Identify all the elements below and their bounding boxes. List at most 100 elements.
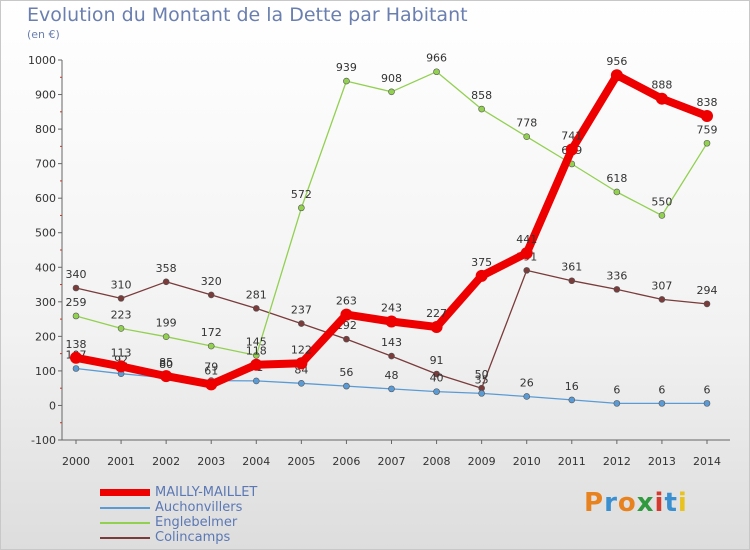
- data-point-auchonvillers: [658, 400, 666, 407]
- data-point-colincamps: [117, 295, 125, 302]
- data-point-auchonvillers: [343, 382, 350, 390]
- data-point-auchonvillers: [252, 377, 260, 385]
- x-tick-label: 2011: [558, 455, 586, 468]
- data-label-mailly-maillet: 888: [651, 79, 672, 92]
- data-point-auchonvillers: [613, 400, 621, 407]
- data-point-auchonvillers: [433, 388, 440, 395]
- data-label-mailly-maillet: 85: [159, 356, 173, 369]
- logo-letter: x: [636, 488, 655, 518]
- y-tick-label: 600: [35, 192, 56, 205]
- data-label-englebelmer: 199: [156, 317, 177, 330]
- data-point-englebelmer: [703, 139, 711, 147]
- data-label-mailly-maillet: 243: [381, 302, 402, 315]
- legend-label: Colincamps: [155, 530, 231, 545]
- data-point-mailly-maillet: [160, 370, 173, 383]
- data-label-englebelmer: 759: [697, 123, 718, 136]
- data-label-colincamps: 237: [291, 304, 312, 317]
- data-point-auchonvillers: [298, 380, 305, 387]
- data-point-colincamps: [343, 335, 350, 343]
- x-tick-label: 2012: [603, 455, 631, 468]
- x-tick-label: 2006: [332, 455, 360, 468]
- data-point-mailly-maillet: [520, 247, 533, 260]
- legend-label: Englebelmer: [155, 515, 238, 530]
- data-point-colincamps: [72, 284, 80, 292]
- logo-letter: o: [617, 488, 637, 518]
- data-point-colincamps: [162, 278, 170, 286]
- data-label-englebelmer: 172: [201, 326, 222, 339]
- data-point-colincamps: [523, 267, 531, 274]
- legend-swatch-colincamps: [100, 537, 150, 539]
- data-point-auchonvillers: [703, 400, 711, 407]
- data-label-auchonvillers: 35: [475, 373, 489, 386]
- x-tick-label: 2013: [648, 455, 676, 468]
- data-label-mailly-maillet: 138: [66, 338, 87, 351]
- data-label-colincamps: 361: [561, 261, 582, 274]
- data-point-englebelmer: [207, 342, 215, 350]
- data-label-englebelmer: 572: [291, 188, 312, 201]
- data-point-mailly-maillet: [565, 143, 578, 156]
- data-point-colincamps: [703, 300, 711, 308]
- y-tick-label: 300: [35, 296, 56, 309]
- x-tick-label: 2009: [468, 455, 496, 468]
- data-label-colincamps: 50: [475, 368, 489, 381]
- data-point-englebelmer: [252, 352, 260, 359]
- data-point-englebelmer: [388, 88, 395, 96]
- data-label-mailly-maillet: 61: [204, 364, 218, 377]
- data-point-mailly-maillet: [115, 360, 128, 373]
- y-tick-label: 800: [35, 123, 56, 136]
- legend-swatch-mailly-maillet: [100, 489, 150, 496]
- data-point-mailly-maillet: [655, 92, 668, 105]
- legend-swatch-auchonvillers: [100, 507, 150, 509]
- data-point-mailly-maillet: [701, 109, 713, 122]
- data-label-colincamps: 281: [246, 288, 267, 301]
- data-label-colincamps: 336: [606, 269, 627, 282]
- data-point-colincamps: [568, 277, 576, 285]
- data-label-colincamps: 310: [111, 278, 132, 291]
- data-point-englebelmer: [117, 325, 125, 332]
- data-point-mailly-maillet: [475, 269, 488, 282]
- data-point-mailly-maillet: [430, 321, 443, 334]
- data-label-auchonvillers: 26: [520, 376, 534, 389]
- data-label-auchonvillers: 79: [204, 361, 218, 374]
- data-point-mailly-maillet: [385, 315, 398, 328]
- data-point-colincamps: [388, 352, 395, 360]
- data-label-auchonvillers: 80: [159, 358, 173, 371]
- y-tick-label: 400: [35, 261, 56, 274]
- data-label-colincamps: 294: [697, 284, 718, 297]
- data-point-mailly-maillet: [205, 378, 218, 391]
- data-label-mailly-maillet: 227: [426, 307, 447, 320]
- data-label-englebelmer: 618: [606, 172, 627, 185]
- data-label-auchonvillers: 16: [565, 380, 579, 393]
- data-point-auchonvillers: [523, 393, 531, 400]
- y-tick-label: 500: [35, 227, 56, 240]
- data-label-englebelmer: 908: [381, 72, 402, 85]
- logo-letter: i: [654, 488, 665, 518]
- x-tick-label: 2002: [152, 455, 180, 468]
- y-tick-label: 700: [35, 158, 56, 171]
- x-tick-label: 2000: [62, 455, 90, 468]
- legend-swatch-englebelmer: [100, 522, 150, 524]
- x-tick-label: 2010: [513, 455, 541, 468]
- data-label-colincamps: 358: [156, 262, 177, 275]
- data-label-englebelmer: 778: [516, 117, 537, 130]
- data-point-englebelmer: [658, 212, 666, 219]
- data-point-auchonvillers: [568, 396, 576, 404]
- data-label-mailly-maillet: 956: [606, 55, 627, 68]
- data-point-auchonvillers: [72, 365, 80, 372]
- data-label-englebelmer: 259: [66, 296, 87, 309]
- y-tick-label: 0: [49, 399, 56, 412]
- data-label-auchonvillers: 56: [339, 366, 353, 379]
- data-label-englebelmer: 939: [336, 61, 357, 74]
- data-point-colincamps: [658, 296, 666, 303]
- legend-label: Auchonvillers: [155, 500, 243, 515]
- data-label-mailly-maillet: 741: [561, 129, 582, 142]
- data-point-englebelmer: [298, 204, 305, 212]
- data-label-englebelmer: 550: [651, 195, 672, 208]
- y-tick-label: 1000: [28, 54, 56, 67]
- data-label-auchonvillers: 40: [430, 372, 444, 385]
- data-label-englebelmer: 966: [426, 52, 447, 65]
- data-point-mailly-maillet: [340, 308, 353, 321]
- legend-label: MAILLY-MAILLET: [155, 485, 258, 500]
- x-tick-label: 2004: [242, 455, 270, 468]
